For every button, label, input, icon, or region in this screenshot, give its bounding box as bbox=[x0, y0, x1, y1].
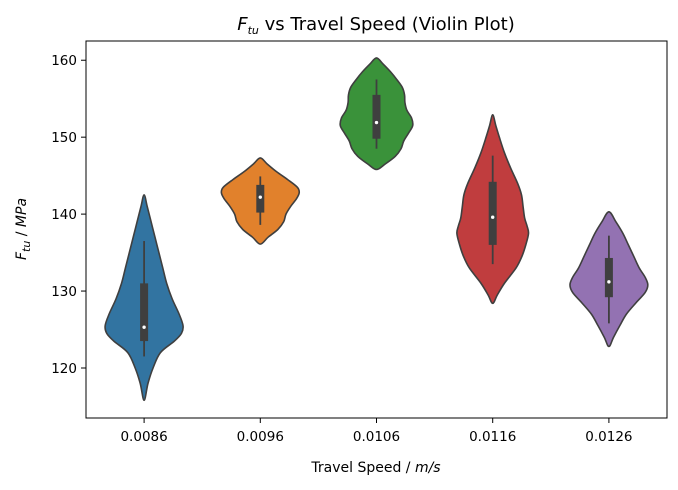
median-point-0.0126 bbox=[607, 280, 611, 284]
iqr-box-0.0086 bbox=[140, 283, 149, 342]
x-axis: 0.0086 0.0096 0.0106 0.0116 0.0126 bbox=[120, 418, 633, 445]
iqr-box-0.0106 bbox=[372, 94, 381, 139]
median-point-0.0086 bbox=[142, 325, 146, 329]
y-tick-label-130: 130 bbox=[51, 284, 77, 300]
x-tick-label-0.0106: 0.0106 bbox=[353, 429, 400, 445]
y-tick-label-160: 160 bbox=[51, 53, 77, 69]
y-axis-label: Ftu / MPa bbox=[14, 198, 33, 260]
iqr-box-0.0126 bbox=[604, 257, 613, 298]
median-point-0.0106 bbox=[374, 120, 379, 125]
boxes-group bbox=[140, 79, 613, 357]
median-point-0.0116 bbox=[491, 215, 495, 219]
x-axis-label: Travel Speed / m/s bbox=[310, 460, 440, 476]
y-tick-label-150: 150 bbox=[51, 130, 77, 146]
x-tick-label-0.0126: 0.0126 bbox=[585, 429, 632, 445]
median-point-0.0096 bbox=[258, 195, 262, 199]
chart-title: Ftu vs Travel Speed (Violin Plot) bbox=[237, 14, 515, 37]
x-tick-label-0.0096: 0.0096 bbox=[237, 429, 284, 445]
plot-frame bbox=[85, 40, 668, 419]
y-axis: 120 130 140 150 160 bbox=[51, 53, 86, 377]
y-tick-label-140: 140 bbox=[51, 207, 77, 223]
y-tick-label-120: 120 bbox=[51, 361, 77, 377]
x-tick-label-0.0116: 0.0116 bbox=[469, 429, 516, 445]
x-tick-label-0.0086: 0.0086 bbox=[120, 429, 167, 445]
iqr-box-0.0116 bbox=[488, 181, 497, 245]
